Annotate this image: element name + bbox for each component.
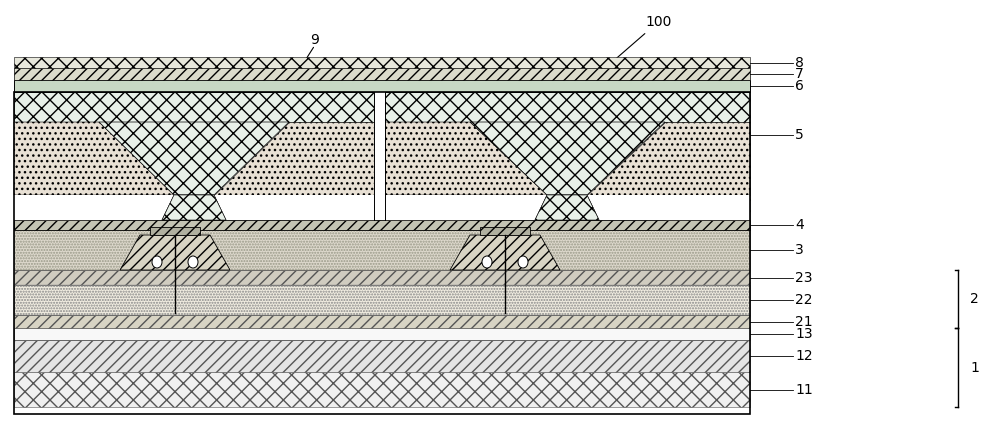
- Text: 4: 4: [795, 218, 804, 232]
- Polygon shape: [385, 122, 547, 195]
- Bar: [374, 92, 385, 220]
- Polygon shape: [450, 235, 560, 270]
- Bar: [14, 372, 750, 407]
- Bar: [289, 92, 374, 220]
- Bar: [14, 230, 750, 270]
- Polygon shape: [14, 122, 174, 195]
- Polygon shape: [535, 195, 599, 220]
- Bar: [665, 92, 750, 220]
- Bar: [150, 227, 200, 235]
- Polygon shape: [535, 195, 599, 220]
- Bar: [385, 92, 750, 122]
- Bar: [14, 92, 99, 220]
- Polygon shape: [162, 195, 226, 220]
- Text: 9: 9: [310, 33, 319, 47]
- Polygon shape: [162, 195, 226, 220]
- Text: 100: 100: [583, 15, 671, 88]
- Text: 6: 6: [795, 79, 804, 93]
- Bar: [14, 68, 750, 80]
- Ellipse shape: [518, 256, 528, 268]
- Polygon shape: [120, 235, 230, 270]
- Text: 11: 11: [795, 382, 813, 396]
- Text: 23: 23: [795, 270, 812, 285]
- Bar: [14, 92, 750, 414]
- Text: 2: 2: [970, 292, 979, 306]
- Bar: [14, 315, 750, 328]
- Text: 3: 3: [795, 243, 804, 257]
- Bar: [14, 340, 750, 372]
- Polygon shape: [214, 122, 374, 195]
- Bar: [14, 80, 750, 92]
- Ellipse shape: [152, 256, 162, 268]
- Bar: [14, 285, 750, 315]
- Polygon shape: [470, 122, 665, 195]
- Bar: [14, 92, 374, 122]
- Text: 22: 22: [795, 293, 812, 307]
- Text: 7: 7: [795, 67, 804, 81]
- Text: 8: 8: [795, 55, 804, 69]
- Bar: [14, 92, 374, 220]
- Bar: [14, 195, 374, 220]
- Text: 21: 21: [795, 314, 813, 329]
- Bar: [14, 285, 750, 315]
- Text: 12: 12: [795, 349, 813, 363]
- Ellipse shape: [188, 256, 198, 268]
- Polygon shape: [587, 122, 750, 195]
- Text: 1: 1: [970, 360, 979, 374]
- Bar: [14, 270, 750, 285]
- Bar: [385, 92, 750, 220]
- Bar: [14, 230, 750, 270]
- Bar: [480, 227, 530, 235]
- Text: 13: 13: [795, 327, 813, 341]
- Bar: [14, 328, 750, 340]
- Ellipse shape: [482, 256, 492, 268]
- Polygon shape: [99, 122, 289, 195]
- Bar: [385, 195, 750, 220]
- Bar: [14, 57, 750, 68]
- Bar: [385, 92, 470, 220]
- Text: 5: 5: [795, 128, 804, 142]
- Bar: [14, 220, 750, 230]
